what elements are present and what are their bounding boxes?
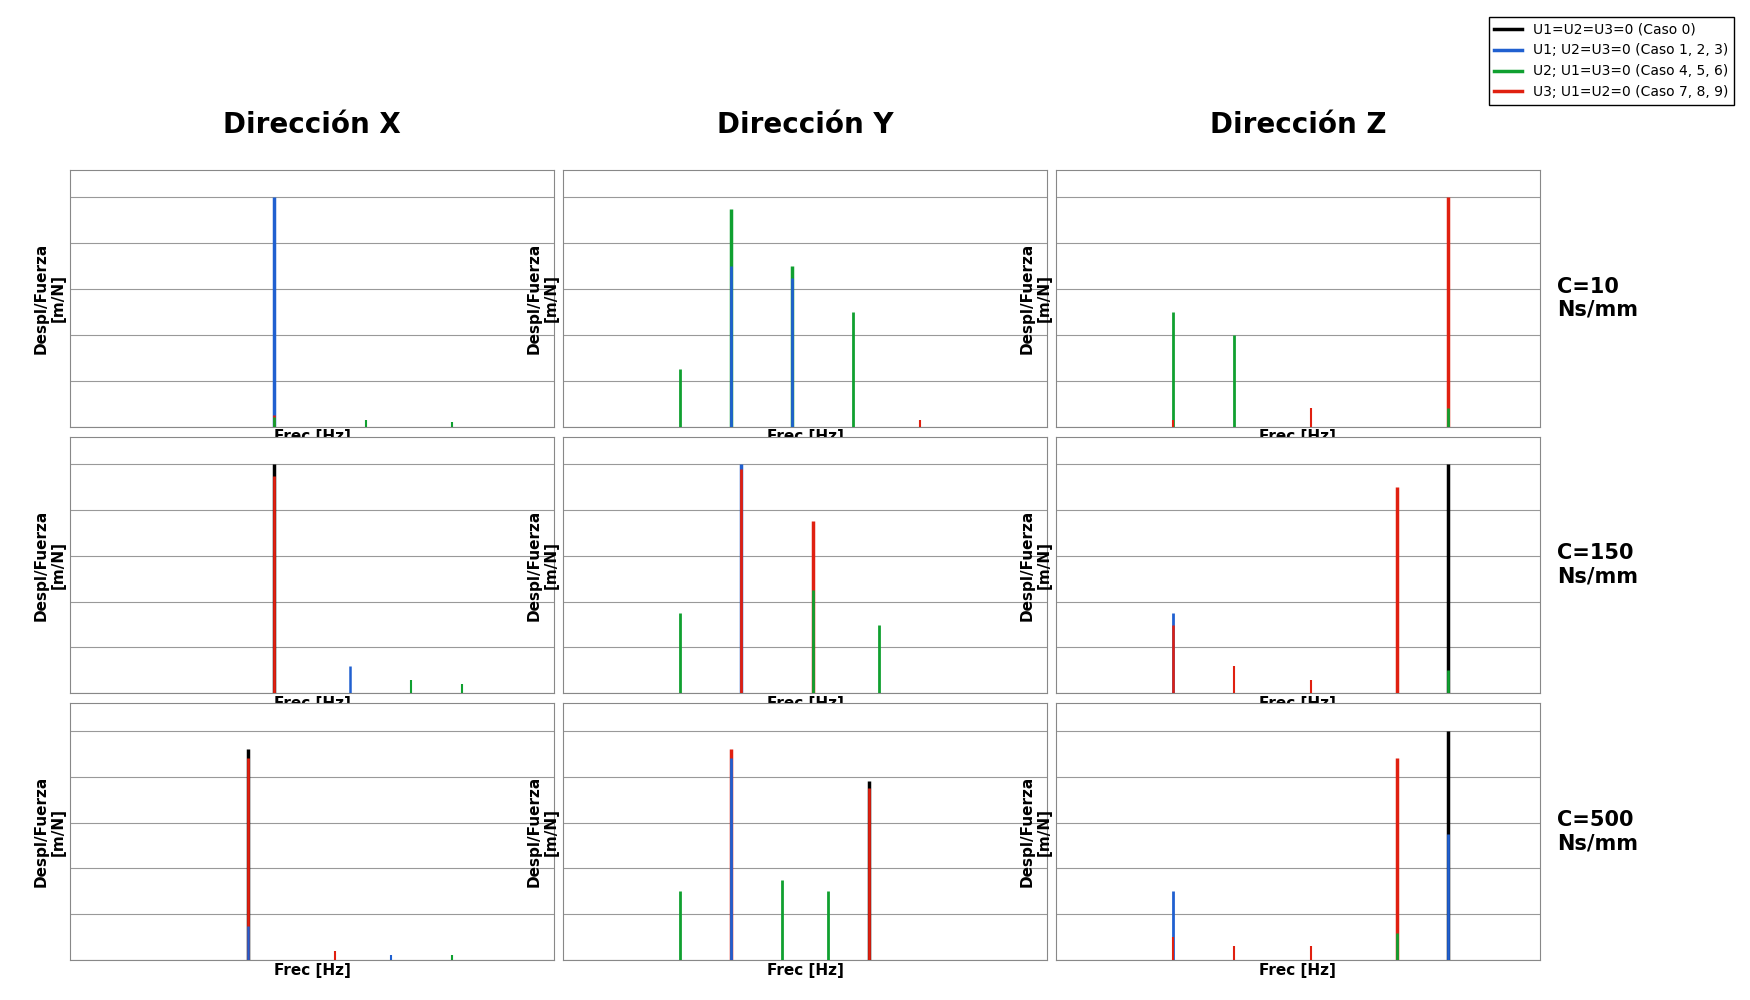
X-axis label: Frec [Hz]: Frec [Hz] bbox=[766, 963, 844, 978]
Text: Dirección Y: Dirección Y bbox=[718, 111, 892, 139]
Text: C=500
Ns/mm: C=500 Ns/mm bbox=[1558, 810, 1638, 853]
X-axis label: Frec [Hz]: Frec [Hz] bbox=[1260, 696, 1337, 711]
Text: Dirección X: Dirección X bbox=[224, 111, 401, 139]
X-axis label: Frec [Hz]: Frec [Hz] bbox=[273, 696, 350, 711]
Y-axis label: Despl/Fuerza
[m/N]: Despl/Fuerza [m/N] bbox=[1018, 776, 1052, 887]
Text: C=150
Ns/mm: C=150 Ns/mm bbox=[1558, 543, 1638, 587]
Y-axis label: Despl/Fuerza
[m/N]: Despl/Fuerza [m/N] bbox=[33, 776, 66, 887]
Y-axis label: Despl/Fuerza
[m/N]: Despl/Fuerza [m/N] bbox=[527, 243, 558, 354]
X-axis label: Frec [Hz]: Frec [Hz] bbox=[1260, 429, 1337, 444]
Y-axis label: Despl/Fuerza
[m/N]: Despl/Fuerza [m/N] bbox=[1018, 243, 1052, 354]
Y-axis label: Despl/Fuerza
[m/N]: Despl/Fuerza [m/N] bbox=[1018, 509, 1052, 621]
Legend: U1=U2=U3=0 (Caso 0), U1; U2=U3=0 (Caso 1, 2, 3), U2; U1=U3=0 (Caso 4, 5, 6), U3;: U1=U2=U3=0 (Caso 0), U1; U2=U3=0 (Caso 1… bbox=[1489, 17, 1734, 105]
X-axis label: Frec [Hz]: Frec [Hz] bbox=[1260, 963, 1337, 978]
Y-axis label: Despl/Fuerza
[m/N]: Despl/Fuerza [m/N] bbox=[527, 509, 558, 621]
Y-axis label: Despl/Fuerza
[m/N]: Despl/Fuerza [m/N] bbox=[33, 509, 66, 621]
Y-axis label: Despl/Fuerza
[m/N]: Despl/Fuerza [m/N] bbox=[527, 776, 558, 887]
Text: Dirección Z: Dirección Z bbox=[1209, 111, 1386, 139]
Y-axis label: Despl/Fuerza
[m/N]: Despl/Fuerza [m/N] bbox=[33, 243, 66, 354]
X-axis label: Frec [Hz]: Frec [Hz] bbox=[273, 963, 350, 978]
Text: C=10
Ns/mm: C=10 Ns/mm bbox=[1558, 277, 1638, 320]
X-axis label: Frec [Hz]: Frec [Hz] bbox=[766, 696, 844, 711]
X-axis label: Frec [Hz]: Frec [Hz] bbox=[766, 429, 844, 444]
X-axis label: Frec [Hz]: Frec [Hz] bbox=[273, 429, 350, 444]
